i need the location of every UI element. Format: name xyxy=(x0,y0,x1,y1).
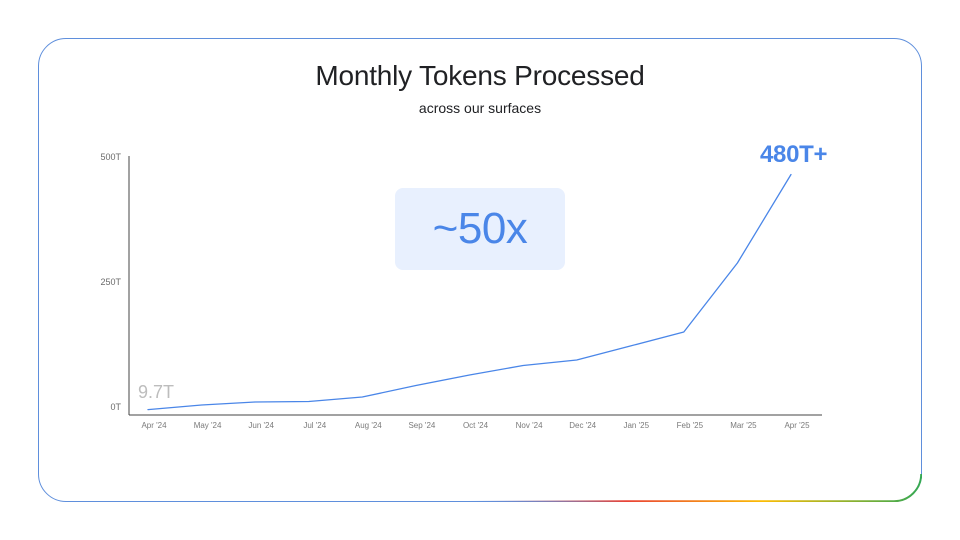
x-tick-label: Dec '24 xyxy=(569,421,596,430)
data-point xyxy=(147,408,149,410)
data-point xyxy=(576,359,578,361)
x-tick-label: Aug '24 xyxy=(355,421,382,430)
chart-subtitle: across our surfaces xyxy=(418,100,542,116)
x-tick-label: Apr '25 xyxy=(784,421,810,430)
y-tick-label: 250T xyxy=(100,277,121,287)
series-line xyxy=(147,173,792,411)
x-tick-label: Feb '25 xyxy=(677,421,704,430)
x-tick-label: Jun '24 xyxy=(248,421,274,430)
data-point xyxy=(683,331,685,333)
data-point xyxy=(629,345,631,347)
data-point xyxy=(790,173,792,175)
x-tick-label: Apr '24 xyxy=(141,421,167,430)
y-tick-label: 0T xyxy=(110,402,121,412)
x-tick-label: Jul '24 xyxy=(303,421,326,430)
x-tick-label: Sep '24 xyxy=(408,421,435,430)
data-point xyxy=(468,374,470,376)
data-point xyxy=(736,262,738,264)
start-value-label: 9.7T xyxy=(138,382,175,402)
data-point xyxy=(308,400,310,402)
data-point xyxy=(522,364,524,366)
y-tick-label: 500T xyxy=(100,152,121,162)
x-tick-label: May '24 xyxy=(194,421,222,430)
x-tick-label: Oct '24 xyxy=(463,421,489,430)
data-point xyxy=(254,401,256,403)
card-frame xyxy=(38,38,922,502)
data-point xyxy=(415,384,417,386)
growth-multiplier-badge: ~50x xyxy=(395,188,565,270)
x-tick-label: Nov '24 xyxy=(516,421,543,430)
data-point xyxy=(200,404,202,406)
end-value-label: 480T+ xyxy=(760,141,828,168)
x-tick-label: Mar '25 xyxy=(730,421,757,430)
x-tick-label: Jan '25 xyxy=(623,421,649,430)
data-point xyxy=(361,396,363,398)
chart-title: Monthly Tokens Processed xyxy=(315,60,645,91)
